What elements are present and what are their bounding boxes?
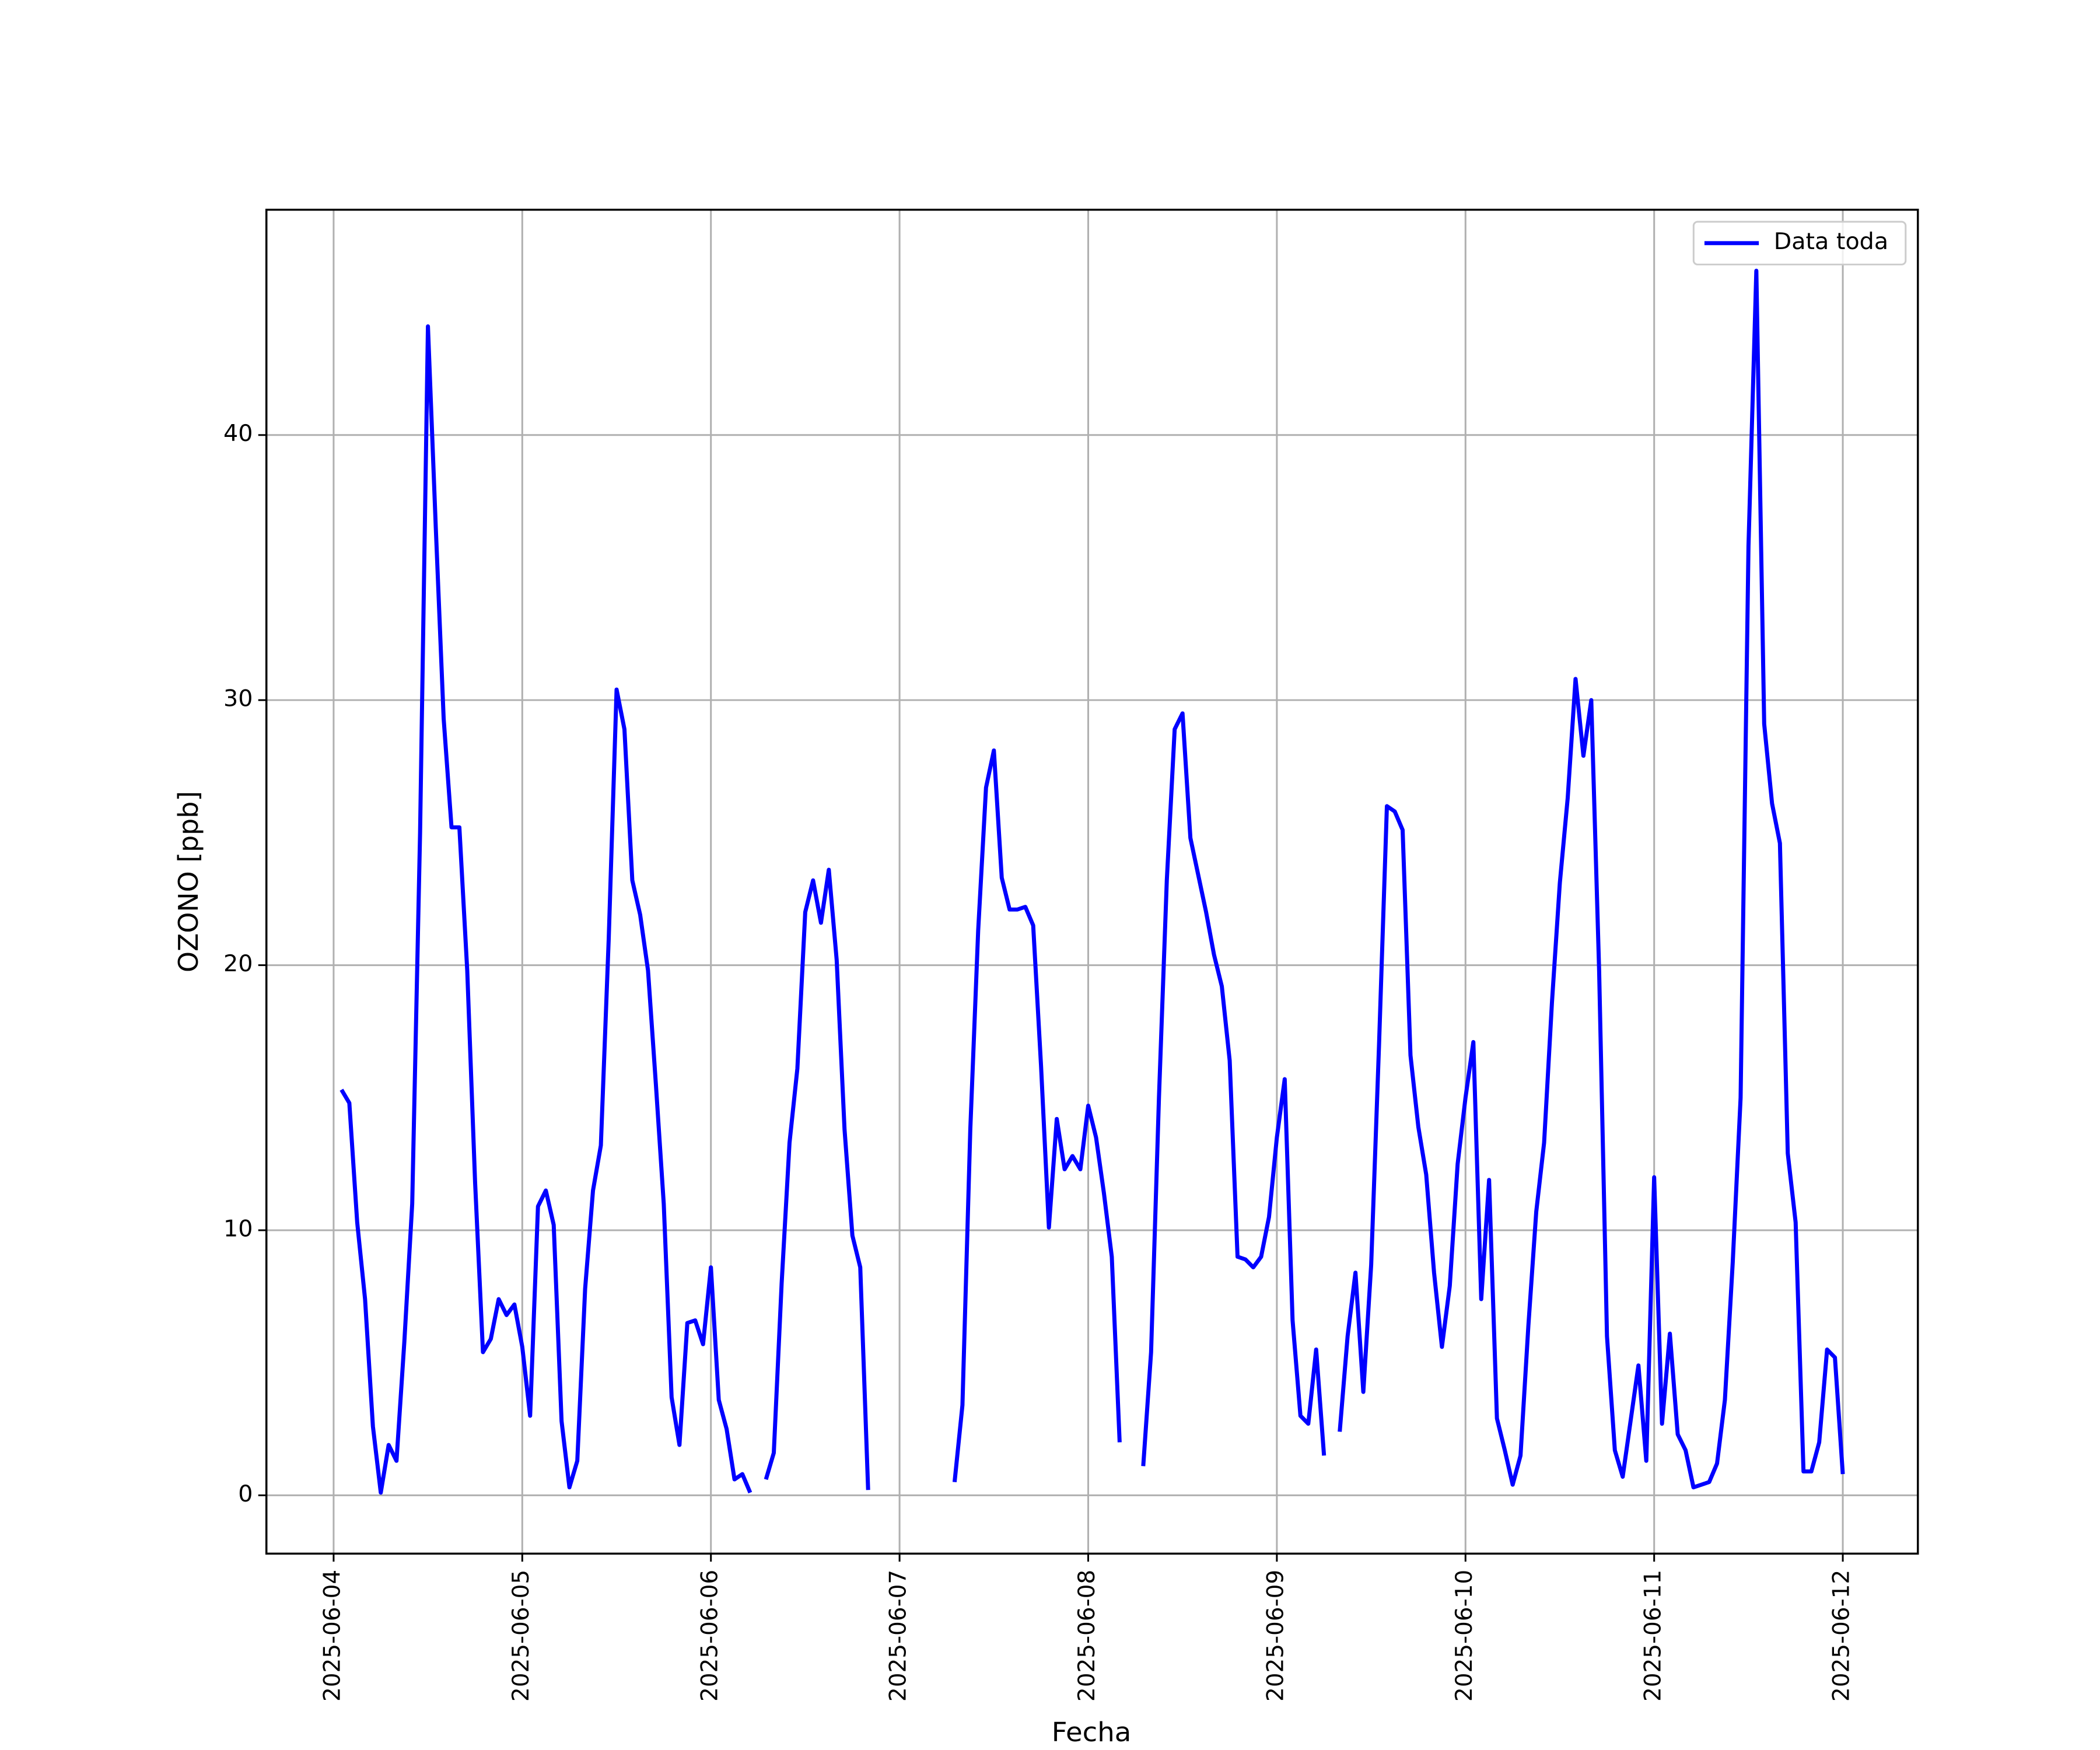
x-tick-label: 2025-06-07 xyxy=(885,1570,911,1702)
x-axis-label: Fecha xyxy=(1052,1716,1132,1748)
axes-frame xyxy=(265,208,1919,1555)
y-tick-label: 40 xyxy=(223,421,253,447)
y-axis-label: OZONO [ppb] xyxy=(172,791,204,972)
legend-label: Data toda xyxy=(1774,229,1888,256)
data-line xyxy=(340,268,1845,1495)
y-tick-label: 10 xyxy=(223,1216,253,1242)
x-tick-label: 2025-06-04 xyxy=(319,1570,345,1702)
x-tick-label: 2025-06-05 xyxy=(508,1570,534,1702)
legend-box xyxy=(1692,220,1907,265)
y-tick-label: 20 xyxy=(223,951,253,977)
y-tick-label: 0 xyxy=(238,1481,253,1507)
x-tick-label: 2025-06-08 xyxy=(1074,1570,1100,1702)
x-tick-label: 2025-06-06 xyxy=(696,1570,723,1702)
y-tick-label: 30 xyxy=(223,686,253,712)
x-tick-label: 2025-06-11 xyxy=(1640,1570,1666,1702)
x-tick-label: 2025-06-09 xyxy=(1262,1570,1289,1702)
x-tick-label: 2025-06-10 xyxy=(1451,1570,1478,1702)
x-tick-label: 2025-06-12 xyxy=(1828,1570,1854,1702)
